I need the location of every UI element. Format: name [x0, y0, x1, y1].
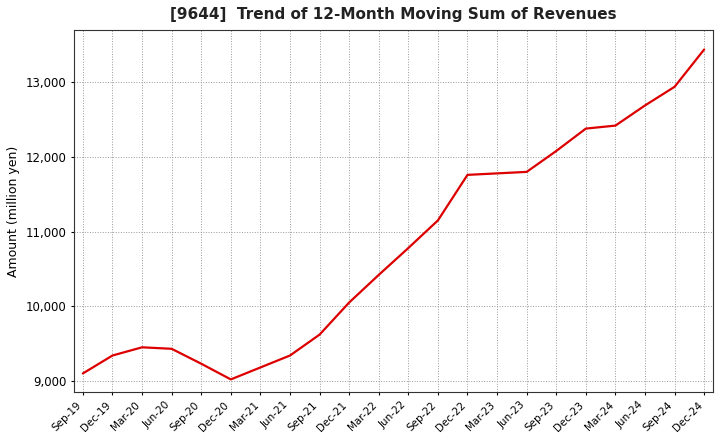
Y-axis label: Amount (million yen): Amount (million yen) — [7, 146, 20, 277]
Title: [9644]  Trend of 12-Month Moving Sum of Revenues: [9644] Trend of 12-Month Moving Sum of R… — [170, 7, 617, 22]
